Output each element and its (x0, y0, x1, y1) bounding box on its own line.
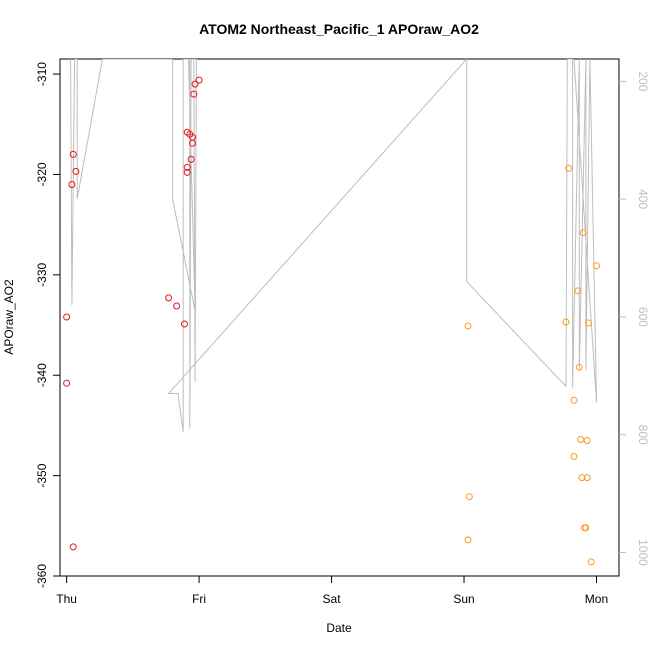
data-point-orange-10 (578, 474, 586, 482)
data-point-red-4 (69, 543, 77, 551)
x-axis-label: Date (326, 621, 352, 635)
data-point-orange-6 (570, 453, 578, 460)
data-point-red-1 (63, 379, 71, 387)
data-point-orange-15 (583, 474, 591, 482)
y-tick-label: -310 (35, 62, 49, 86)
y-tick-label: -350 (35, 463, 49, 487)
x-tick-label-sun: Sun (453, 592, 474, 606)
y2-tick-label: 400 (636, 189, 650, 209)
data-point-red-8 (181, 320, 188, 328)
x-tick-label-thu: Thu (56, 592, 77, 606)
y2-tick-label: 200 (636, 71, 650, 91)
data-point-orange-5 (570, 396, 578, 404)
y2-tick-label: 600 (636, 307, 650, 327)
data-point-orange-7 (574, 287, 582, 295)
x-tick-label-fri: Fri (192, 592, 206, 606)
data-point-orange-3 (562, 318, 570, 326)
y-tick-label: -330 (35, 263, 49, 287)
data-point-orange-1 (464, 536, 472, 544)
data-point-orange-14 (583, 437, 591, 444)
y-axis: -310 -320 -330 -340 -350 -360 (35, 62, 60, 588)
chart-title: ATOM2 Northeast_Pacific_1 APOraw_AO2 (199, 21, 479, 37)
y-tick-label: -360 (35, 564, 49, 588)
data-point-red-5 (72, 167, 80, 175)
secondary-y-axis: 200 400 600 800 1000 (619, 71, 650, 566)
data-point-orange-16 (585, 319, 592, 327)
data-point-red-2 (68, 181, 76, 188)
data-point-red-18 (195, 76, 203, 84)
data-point-orange-4 (565, 164, 573, 172)
x-tick-label-mon: Mon (585, 592, 608, 606)
data-point-red-6 (165, 294, 173, 302)
x-axis: Thu Fri Sat Sun Mon (56, 576, 608, 606)
secondary-line (70, 59, 597, 432)
y-axis-label: APOraw_AO2 (2, 279, 16, 355)
data-point-orange-0 (464, 322, 472, 330)
data-point-orange-11 (579, 229, 587, 237)
data-point-red-17 (191, 80, 199, 88)
data-point-red-0 (63, 313, 71, 321)
data-point-red-7 (173, 302, 181, 310)
secondary-line-layer (70, 59, 597, 432)
data-point-orange-2 (465, 493, 473, 501)
data-point-red-15 (189, 139, 196, 147)
data-point-orange-8 (575, 363, 583, 371)
data-point-orange-13 (582, 524, 590, 532)
plot-frame (59, 58, 620, 577)
y-tick-label: -320 (35, 162, 49, 186)
y2-tick-label: 1000 (636, 539, 650, 566)
y2-tick-label: 800 (636, 425, 650, 445)
data-point-red-3 (69, 150, 77, 158)
data-point-red-16 (190, 90, 198, 98)
data-points-layer (63, 76, 600, 566)
y-tick-label: -340 (35, 363, 49, 387)
data-point-red-10 (183, 168, 191, 176)
data-point-orange-9 (577, 436, 585, 443)
data-point-red-9 (183, 163, 191, 171)
data-point-red-13 (187, 155, 195, 163)
x-tick-label-sat: Sat (323, 592, 342, 606)
data-point-orange-18 (593, 262, 600, 270)
data-point-orange-17 (587, 558, 595, 566)
